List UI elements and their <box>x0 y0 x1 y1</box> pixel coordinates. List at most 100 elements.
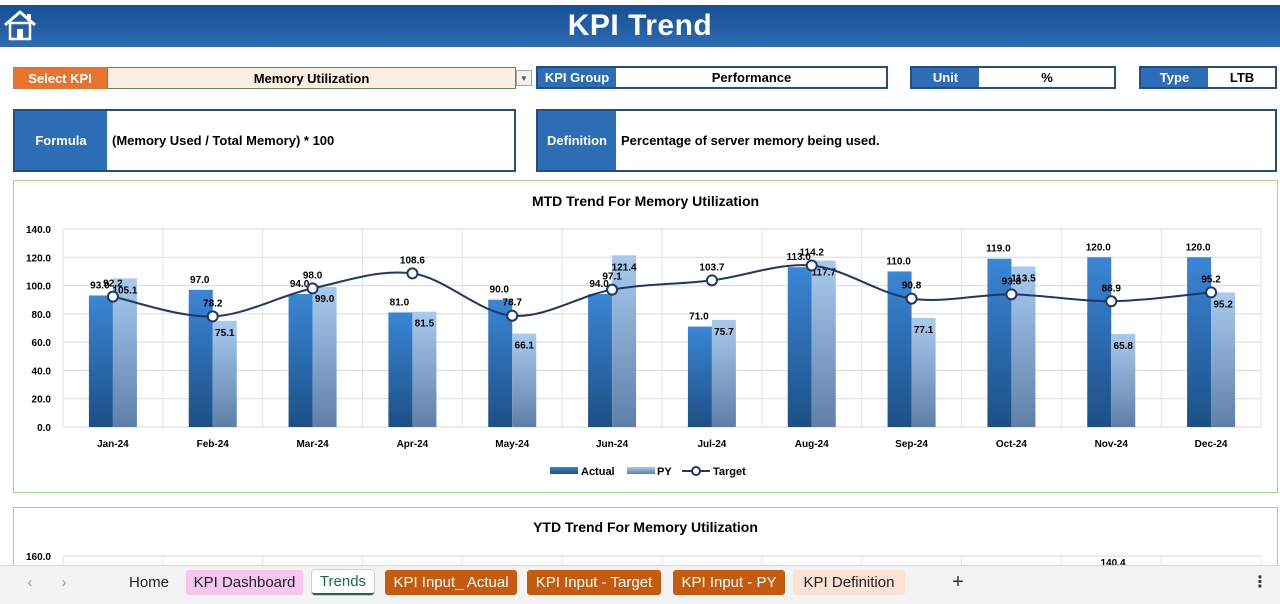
formula-label: Formula <box>15 111 107 170</box>
page-title: KPI Trend <box>567 9 713 42</box>
x-tick-label: Aug-24 <box>795 439 829 450</box>
bar-actual <box>88 295 113 427</box>
ytd-chart-title: YTD Trend For Memory Utilization <box>533 519 758 535</box>
target-point <box>506 309 519 322</box>
y-tick-label: 140.0 <box>26 225 51 236</box>
label-target: 78.7 <box>503 298 523 309</box>
legend-swatch-target-point <box>691 466 701 476</box>
label-py: 81.5 <box>415 319 435 330</box>
label-py: 121.4 <box>612 262 637 273</box>
bar-actual <box>987 258 1012 427</box>
sheet-tab-kpi-dashboard[interactable]: KPI Dashboard <box>186 570 303 595</box>
mtd-chart: 0.0 20.0 40.0 60.0 80.0 100.0 120.0 140.0 93.0 10… <box>26 225 1262 478</box>
bar-actual <box>488 299 513 427</box>
scroll-left-icon[interactable]: ‹ <box>27 573 33 591</box>
ytd-y-tick-label: 160.0 <box>26 552 51 563</box>
label-actual: 94.0 <box>290 279 310 290</box>
bar-actual <box>588 294 613 427</box>
label-actual: 97.0 <box>190 275 210 286</box>
kpi-select-field[interactable]: Memory Utilization <box>107 67 516 89</box>
label-actual: 119.0 <box>986 244 1011 255</box>
dropdown-arrow-icon[interactable]: ▼ <box>516 70 532 86</box>
sheet-tab-kpi-input-target[interactable]: KPI Input - Target <box>527 570 661 595</box>
sheet-tab-kpi-definition[interactable]: KPI Definition <box>793 570 905 595</box>
y-tick-label: 40.0 <box>32 366 52 377</box>
target-point <box>905 292 918 305</box>
type-frame <box>1139 66 1277 89</box>
unit-frame <box>910 66 1116 89</box>
target-point <box>1205 286 1218 299</box>
label-actual: 93.0 <box>90 280 110 291</box>
bar-py <box>312 286 337 427</box>
label-target: 103.7 <box>699 262 724 273</box>
ytd-chart-panel <box>13 507 1278 567</box>
ytd-data-label: 140.4 <box>1100 558 1125 565</box>
x-tick-label: May-24 <box>495 439 529 450</box>
label-target: 97.1 <box>602 272 622 283</box>
sheet-tab-trends[interactable]: Trends <box>312 570 374 595</box>
x-tick-label: Mar-24 <box>296 439 329 450</box>
target-point <box>606 283 619 296</box>
y-tick-label: 0.0 <box>37 423 51 434</box>
y-tick-label: 80.0 <box>32 310 52 321</box>
select-kpi-label: Select KPI <box>13 67 107 89</box>
x-tick-label: Oct-24 <box>996 439 1028 450</box>
label-py: 99.0 <box>315 294 335 305</box>
add-sheet-icon[interactable]: + <box>952 570 964 593</box>
label-py: 77.1 <box>914 325 934 336</box>
bar-actual <box>288 294 313 427</box>
label-py: 95.2 <box>1213 299 1233 310</box>
target-point <box>106 290 119 303</box>
mtd-chart-title: MTD Trend For Memory Utilization <box>531 193 760 209</box>
home-icon[interactable] <box>2 8 38 42</box>
label-actual: 120.0 <box>1186 242 1211 253</box>
sheet-tab-kpi-input-actual[interactable]: KPI Input_ Actual <box>385 570 517 595</box>
definition-label: Definition <box>538 111 616 170</box>
bar-py <box>711 319 736 427</box>
x-tick-label: Jun-24 <box>596 439 629 450</box>
y-tick-label: 100.0 <box>26 282 51 293</box>
x-tick-label: Feb-24 <box>197 439 230 450</box>
label-py: 113.5 <box>1011 273 1036 284</box>
target-line <box>112 264 1212 318</box>
x-tick-label: Jul-24 <box>697 439 726 450</box>
more-options-icon[interactable]: ⋮ <box>1252 574 1268 591</box>
bar-py <box>212 320 237 427</box>
bar-actual <box>1187 257 1212 427</box>
target-point <box>406 267 419 280</box>
unit-value: % <box>980 68 1114 87</box>
bar-py <box>811 260 836 427</box>
target-point <box>1005 288 1018 301</box>
type-label: Type <box>1141 68 1208 87</box>
legend-swatch-actual <box>550 467 578 474</box>
label-actual: 94.0 <box>589 279 609 290</box>
label-target: 95.2 <box>1201 274 1221 285</box>
kpi-group-frame <box>536 66 888 89</box>
sheet-tab-home[interactable]: Home <box>116 570 182 595</box>
bar-py <box>1111 333 1136 427</box>
target-point <box>805 259 818 272</box>
legend-actual: Actual <box>581 466 615 478</box>
label-py: 65.8 <box>1114 341 1134 352</box>
definition-value: Percentage of server memory being used. <box>617 111 1275 170</box>
x-tick-label: Sep-24 <box>895 439 928 450</box>
y-tick-label: 60.0 <box>32 338 52 349</box>
scroll-right-icon[interactable]: › <box>61 573 67 591</box>
label-actual: 81.0 <box>390 297 410 308</box>
unit-label: Unit <box>912 68 979 87</box>
bar-py <box>412 311 437 427</box>
label-actual: 110.0 <box>886 256 911 267</box>
formula-value: (Memory Used / Total Memory) * 100 <box>108 111 514 170</box>
bar-actual <box>188 289 213 427</box>
sheet-tab-kpi-input-py[interactable]: KPI Input - PY <box>673 570 785 595</box>
x-tick-label: Apr-24 <box>397 439 429 450</box>
formula-frame <box>13 109 516 172</box>
x-tick-label: Jan-24 <box>97 439 129 450</box>
y-tick-label: 20.0 <box>32 395 52 406</box>
label-py: 66.1 <box>515 341 535 352</box>
label-actual: 120.0 <box>1086 242 1111 253</box>
y-tick-label: 120.0 <box>26 253 51 264</box>
kpi-group-label: KPI Group <box>538 68 616 87</box>
bar-py <box>512 333 537 427</box>
label-target: 78.2 <box>203 298 223 309</box>
